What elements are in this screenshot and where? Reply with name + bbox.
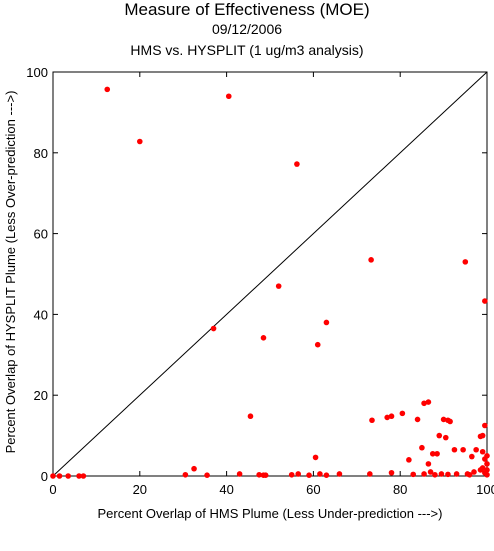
diagonal-reference-line [52, 71, 488, 477]
data-point [56, 473, 63, 479]
x-axis-label: Percent Overlap of HMS Plume (Less Under… [98, 506, 443, 521]
data-point [236, 471, 243, 477]
data-point [295, 471, 302, 477]
data-point [484, 461, 490, 467]
data-point [434, 450, 440, 457]
data-point [367, 471, 373, 477]
plot-area-frame [52, 71, 488, 477]
data-points [50, 86, 490, 479]
data-point [323, 472, 330, 478]
data-point [369, 417, 375, 424]
x-axis-ticks: 0 20 40 60 80 100 [49, 72, 494, 497]
data-point [469, 453, 475, 460]
data-point [260, 335, 267, 341]
data-point [477, 433, 484, 440]
data-point [275, 283, 282, 289]
data-point [466, 471, 473, 478]
data-point [210, 325, 217, 332]
chart-subtitle: HMS vs. HYSPLIT (1 ug/m3 analysis) [130, 42, 364, 58]
data-point [323, 319, 330, 326]
data-point [451, 446, 458, 453]
data-point [429, 450, 436, 457]
data-point [425, 399, 432, 405]
data-point [460, 446, 466, 453]
y-tick-label: 40 [34, 307, 48, 322]
data-point [247, 413, 254, 420]
x-tick-label: 20 [133, 482, 147, 497]
data-point [442, 434, 449, 441]
data-point [65, 473, 71, 479]
chart-date: 09/12/2006 [211, 21, 283, 37]
data-point [471, 469, 477, 475]
y-tick-label: 0 [41, 469, 48, 484]
data-point [482, 422, 488, 429]
data-point [399, 410, 406, 417]
data-point [256, 471, 262, 478]
data-point [384, 414, 390, 421]
data-point [312, 454, 319, 461]
data-point [484, 471, 490, 478]
x-tick-label: 100 [476, 482, 494, 497]
data-point [482, 298, 488, 304]
data-point [137, 138, 143, 145]
y-tick-label: 80 [34, 146, 48, 161]
data-point [204, 472, 210, 478]
data-point [421, 400, 427, 407]
data-point [438, 471, 445, 477]
x-tick-label: 0 [49, 482, 56, 497]
data-point [80, 473, 87, 479]
data-point [368, 257, 374, 263]
data-point [479, 448, 486, 455]
x-tick-label: 40 [219, 482, 233, 497]
data-point [432, 471, 438, 478]
y-axis-label: Percent Overlap of HYSPLIT Plume (Less O… [3, 91, 18, 454]
y-tick-label: 20 [34, 388, 48, 403]
data-point [477, 467, 484, 473]
data-point [76, 473, 82, 479]
data-point [182, 471, 189, 478]
data-point [473, 446, 479, 453]
data-point [447, 418, 453, 425]
x-tick-label: 80 [393, 482, 407, 497]
data-point [317, 471, 323, 477]
data-point [445, 471, 451, 478]
data-point [427, 469, 434, 475]
chart-title: Measure of Effectiveness (MOE) [124, 0, 370, 19]
y-tick-label: 60 [34, 227, 48, 242]
data-point [262, 472, 269, 478]
data-point [336, 471, 343, 477]
data-point [288, 471, 295, 478]
data-point [306, 472, 312, 478]
data-point [410, 471, 417, 478]
data-point [50, 473, 56, 479]
data-point [453, 471, 460, 477]
data-point [104, 86, 111, 93]
y-axis-ticks: 0 20 40 60 80 100 [26, 65, 487, 484]
data-point [314, 341, 321, 348]
data-point [294, 161, 300, 167]
data-point [462, 259, 469, 265]
data-point [406, 457, 412, 463]
data-point [388, 413, 395, 420]
data-point [225, 93, 232, 100]
y-tick-label: 100 [26, 65, 48, 80]
data-point [191, 465, 197, 472]
x-tick-label: 60 [306, 482, 320, 497]
data-point [419, 444, 425, 451]
data-point [414, 416, 421, 423]
data-point [421, 471, 427, 477]
data-point [388, 469, 395, 476]
data-point [436, 432, 443, 439]
data-point [482, 456, 488, 462]
data-point [440, 416, 447, 423]
data-point [425, 461, 432, 467]
